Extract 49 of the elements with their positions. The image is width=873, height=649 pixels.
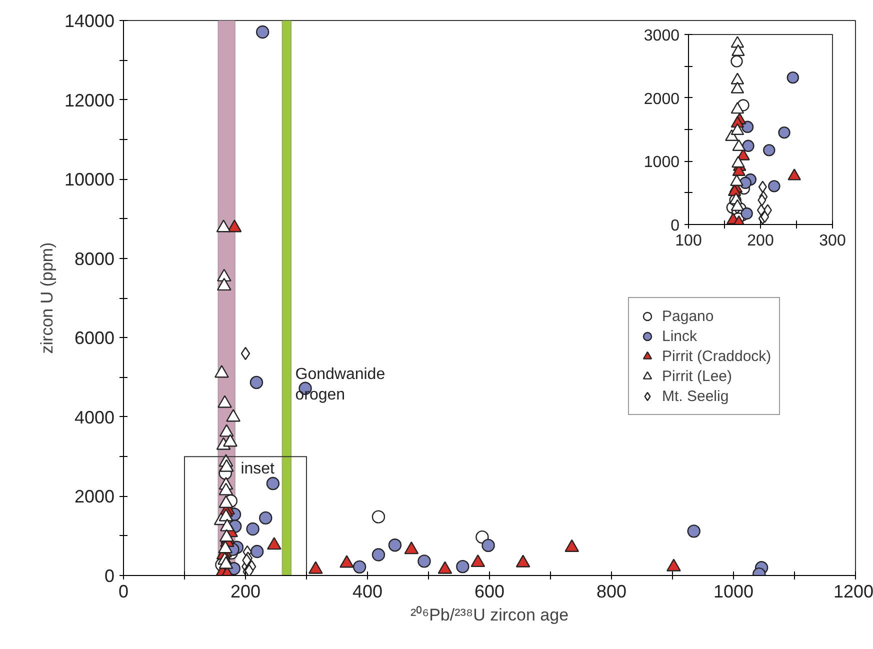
point [732,156,745,168]
y-tick-label: 4000 [74,407,115,428]
y-axis-title: zircon U (ppm) [37,242,56,354]
y-tick-label: 3000 [644,28,680,44]
point [730,174,744,186]
band-label: Gondwanide orogen [295,366,386,404]
point [730,123,744,135]
y-tick-label: 8000 [74,248,115,269]
x-tick-label: 100 [675,232,702,250]
point [760,210,770,223]
point [768,180,780,192]
point [786,71,799,84]
point [763,144,776,156]
y-tick-label: 14000 [64,11,115,31]
point [788,168,801,180]
point [730,199,744,211]
x-tick-label: 800 [596,582,627,602]
point [732,44,745,56]
y-tick-label: 2000 [644,90,680,108]
legend-label: Linck [662,327,698,345]
y-tick-label: 6000 [74,328,115,348]
x-tick-label: 0 [118,582,129,602]
x-tick-label: 600 [474,582,505,602]
point [730,102,744,114]
point [730,72,744,84]
legend-label: Pagano [662,307,714,325]
legend-label: Pirrit (Craddock) [662,347,772,365]
annotation: inset [240,460,276,478]
y-tick-label: 1000 [644,154,680,172]
x-axis-title: ²⁰⁶Pb/²³⁸U zircon age [410,606,569,624]
point [732,139,746,151]
y-tick-label: 2000 [74,486,115,507]
x-tick-label: 300 [819,232,846,250]
point [758,180,767,193]
x-tick-label: 400 [352,582,383,602]
y-tick-label: 10000 [64,170,115,190]
y-tick-label: 12000 [64,90,115,110]
y-tick-label: 0 [670,218,680,234]
legend-label: Mt. Seelig [662,387,729,405]
x-tick-label: 200 [747,232,774,250]
legend-label: Pirrit (Lee) [662,367,732,385]
point [778,126,790,139]
point [730,82,744,94]
x-tick-label: 200 [230,582,261,602]
point [742,140,754,152]
x-tick-label: 1000 [713,582,754,602]
y-tick-label: 0 [104,566,115,586]
x-tick-label: 1200 [833,582,873,602]
point [758,194,766,206]
